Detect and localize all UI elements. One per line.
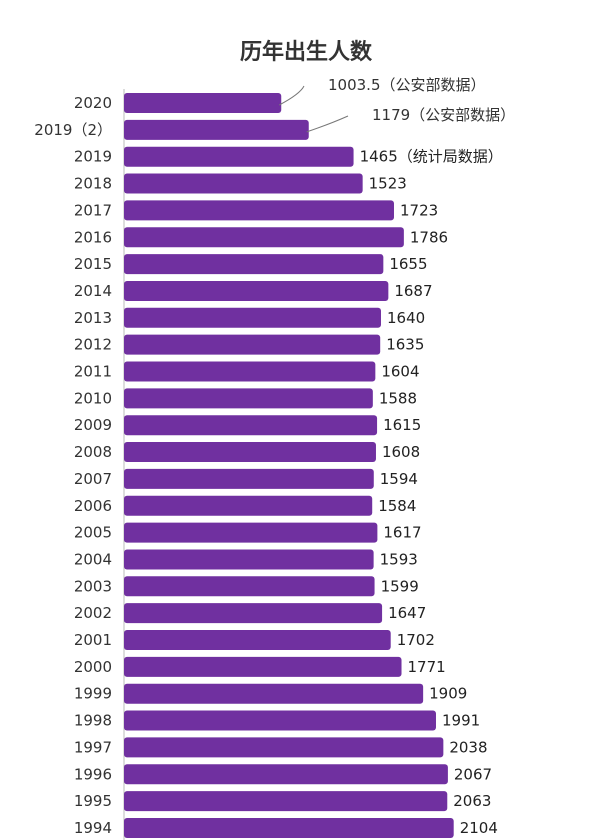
value-label: 1615 [383,416,421,434]
value-label: 2063 [453,792,491,810]
value-label: 1179（公安部数据） [372,106,515,124]
category-label: 1996 [74,765,112,783]
category-label: 2016 [74,228,112,246]
category-label: 2017 [74,201,112,219]
value-label: 1771 [408,658,446,676]
bar-1998 [124,710,436,731]
category-label: 2014 [74,282,112,300]
category-label: 2012 [74,336,112,354]
value-label: 1604 [381,363,419,381]
bar-2016 [124,227,404,248]
value-label: 1702 [397,631,435,649]
category-label: 2005 [74,524,112,542]
category-label: 2015 [74,255,112,273]
value-label: 1523 [369,175,407,193]
bar-2001 [124,630,391,650]
value-label: 1635 [386,336,424,354]
value-label: 1640 [387,309,425,327]
category-label: 2006 [74,497,112,515]
value-label: 1687 [394,282,432,300]
bar-1999 [124,683,424,704]
annotation-leader-line [279,85,305,106]
bar-2006 [124,495,373,516]
value-label: 1003.5（公安部数据） [328,76,486,94]
bar-1994 [124,817,454,838]
bar-2020 [124,93,282,113]
annotation-leader-line [306,115,349,133]
category-label: 2007 [74,470,112,488]
bar-2019（2） [124,119,309,140]
category-label: 1999 [74,685,112,703]
value-label: 1909 [429,685,467,703]
category-label: 2008 [74,443,112,461]
category-label: 1997 [74,738,112,756]
value-label: 2038 [449,738,487,756]
value-label: 1647 [388,604,426,622]
value-label: 2104 [460,819,498,837]
chart-title: 历年出生人数 [239,39,372,65]
value-label: 1786 [410,228,448,246]
value-label: 1588 [379,389,417,407]
value-label: 1599 [381,577,419,595]
bar-1995 [124,791,448,812]
category-label: 1998 [74,712,112,730]
bar-2007 [124,468,374,489]
category-label: 2019 [74,148,112,166]
bar-2005 [124,522,378,543]
value-label: 1608 [382,443,420,461]
category-label: 2010 [74,389,112,407]
bar-2009 [124,415,378,436]
value-label: 2067 [454,765,492,783]
category-label: 2000 [74,658,112,676]
bar-2003 [124,576,375,597]
value-label: 1723 [400,201,438,219]
category-label: 2003 [74,577,112,595]
category-label: 2019（2） [34,121,112,139]
category-label: 2011 [74,363,112,381]
bar-2012 [124,334,381,355]
category-label: 1994 [74,819,112,837]
bar-2015 [124,254,384,275]
category-label: 2009 [74,416,112,434]
bar-2002 [124,603,383,624]
bar-1996 [124,764,448,785]
category-label: 1995 [74,792,112,810]
category-label: 2018 [74,175,112,193]
bar-2017 [124,200,394,221]
category-label: 2013 [74,309,112,327]
value-label: 1593 [380,550,418,568]
bar-2011 [124,361,376,382]
bar-1997 [124,737,444,758]
value-label: 1655 [389,255,427,273]
value-label: 1991 [442,712,480,730]
bar-2019 [124,146,354,167]
category-label: 2020 [74,94,112,112]
bar-2010 [124,388,373,409]
bar-2000 [124,656,402,677]
value-label: 1617 [383,524,421,542]
value-label: 1594 [380,470,418,488]
bar-2013 [124,307,381,328]
bar-2014 [124,280,389,301]
value-label: 1465（统计局数据） [360,148,503,166]
category-label: 2002 [74,604,112,622]
value-label: 1584 [378,497,416,515]
bar-2008 [124,442,376,463]
bar-2018 [124,173,363,194]
category-label: 2001 [74,631,112,649]
category-label: 2004 [74,550,112,568]
bar-2004 [124,549,374,570]
